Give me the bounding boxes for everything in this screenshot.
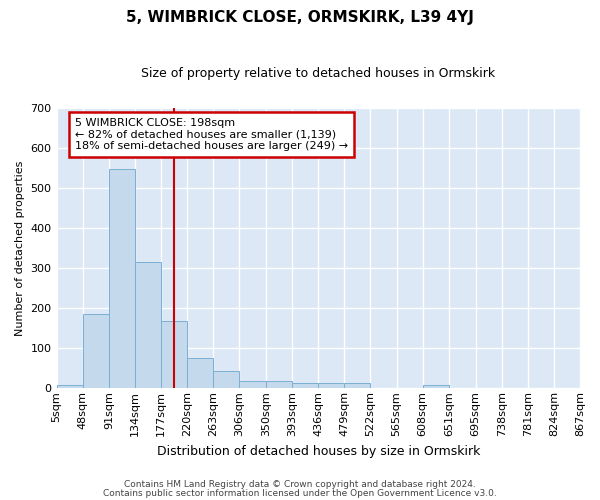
Bar bbox=[135, 262, 161, 388]
Bar bbox=[187, 358, 213, 388]
Bar bbox=[239, 382, 266, 388]
Bar bbox=[109, 169, 135, 388]
Bar bbox=[213, 372, 239, 388]
Bar bbox=[266, 382, 292, 388]
Text: 5, WIMBRICK CLOSE, ORMSKIRK, L39 4YJ: 5, WIMBRICK CLOSE, ORMSKIRK, L39 4YJ bbox=[126, 10, 474, 25]
Bar bbox=[423, 385, 449, 388]
Text: 5 WIMBRICK CLOSE: 198sqm
← 82% of detached houses are smaller (1,139)
18% of sem: 5 WIMBRICK CLOSE: 198sqm ← 82% of detach… bbox=[75, 118, 348, 151]
Bar bbox=[56, 385, 83, 388]
Text: Contains public sector information licensed under the Open Government Licence v3: Contains public sector information licen… bbox=[103, 488, 497, 498]
Bar bbox=[83, 314, 109, 388]
Bar bbox=[161, 321, 187, 388]
Text: Contains HM Land Registry data © Crown copyright and database right 2024.: Contains HM Land Registry data © Crown c… bbox=[124, 480, 476, 489]
Bar bbox=[292, 384, 318, 388]
Bar bbox=[344, 384, 370, 388]
X-axis label: Distribution of detached houses by size in Ormskirk: Distribution of detached houses by size … bbox=[157, 444, 480, 458]
Y-axis label: Number of detached properties: Number of detached properties bbox=[15, 160, 25, 336]
Title: Size of property relative to detached houses in Ormskirk: Size of property relative to detached ho… bbox=[141, 68, 496, 80]
Bar bbox=[318, 384, 344, 388]
